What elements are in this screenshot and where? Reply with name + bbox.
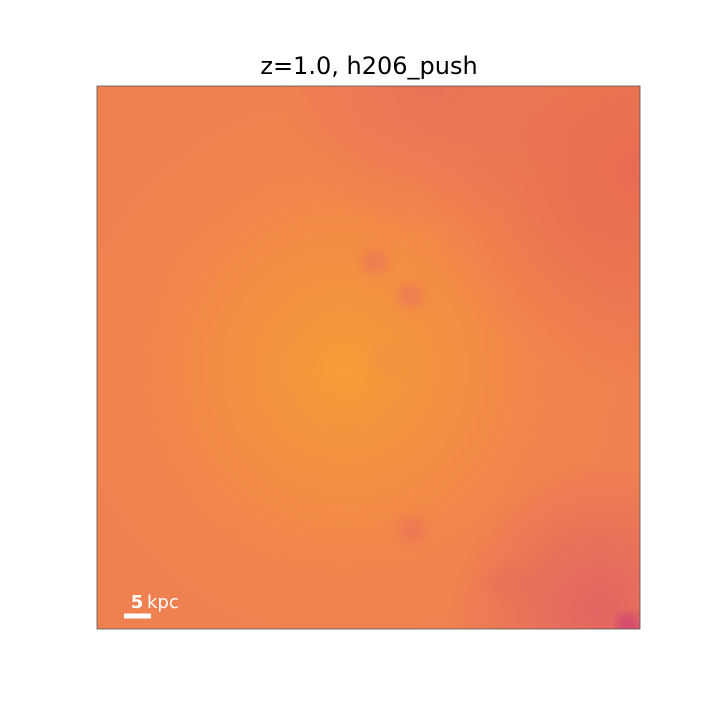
scale-unit: kpc bbox=[147, 592, 179, 613]
frame bbox=[96, 85, 641, 630]
title: z=1.0, h206_push bbox=[260, 52, 477, 80]
density-map bbox=[97, 86, 640, 629]
scale-length: 5 bbox=[131, 592, 144, 613]
